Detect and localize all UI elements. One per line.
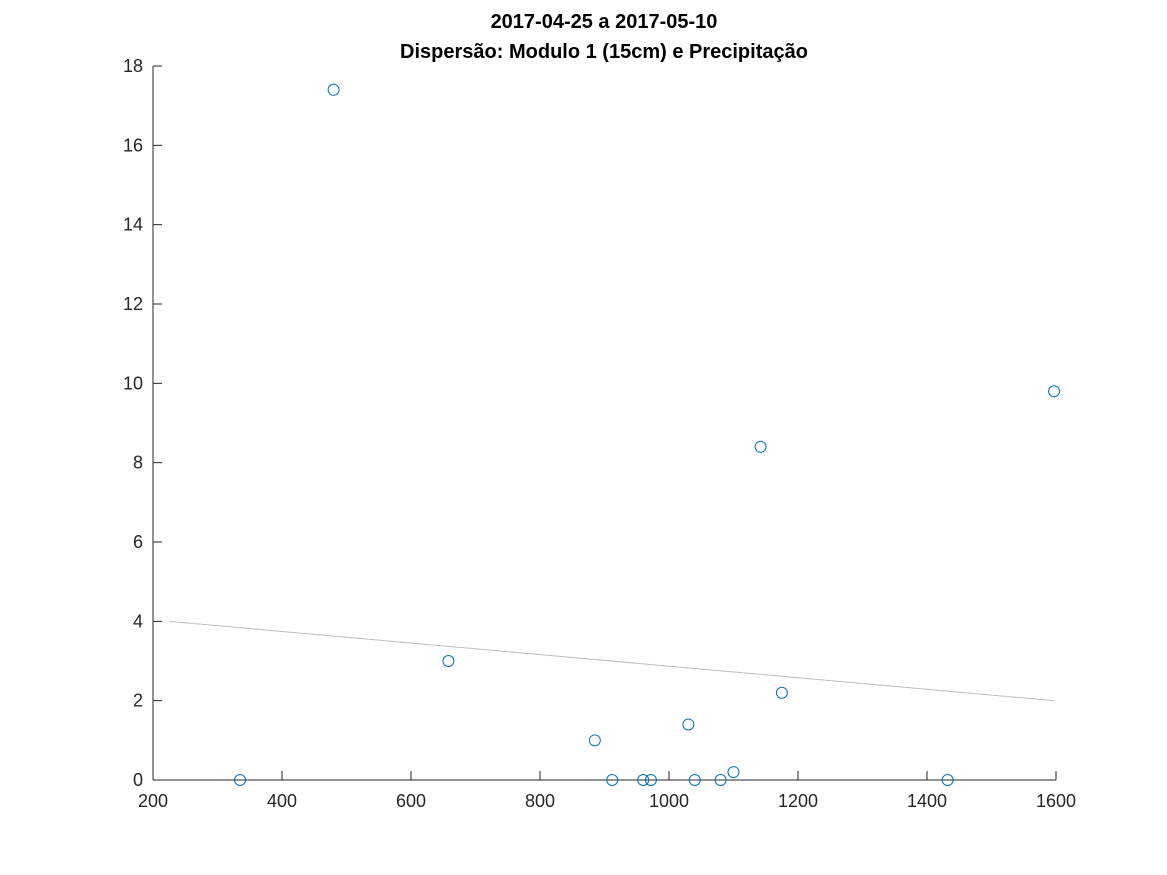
chart-subtitle: Dispersão: Modulo 1 (15cm) e Precipitaçã… bbox=[400, 41, 808, 63]
plot-area: 200 400 600 800 1000 1200 1400 1600 0 2 4 6 8 10 12 14 1… bbox=[123, 56, 1076, 811]
data-point bbox=[682, 718, 695, 731]
data-point bbox=[727, 766, 740, 779]
x-tick-label: 400 bbox=[267, 791, 297, 811]
x-tick-label: 200 bbox=[138, 791, 168, 811]
x-tick-label: 800 bbox=[525, 791, 555, 811]
data-point bbox=[606, 774, 619, 786]
x-tick-label: 1400 bbox=[907, 791, 947, 811]
data-point bbox=[754, 440, 767, 453]
x-tick-label: 600 bbox=[396, 791, 426, 811]
data-point bbox=[637, 774, 650, 786]
data-point bbox=[775, 686, 788, 699]
data-point bbox=[714, 774, 727, 786]
y-tick-label: 4 bbox=[133, 611, 143, 631]
x-tick-label: 1600 bbox=[1036, 791, 1076, 811]
x-tick-label: 1000 bbox=[649, 791, 689, 811]
y-tick-label: 16 bbox=[123, 135, 143, 155]
data-point bbox=[588, 734, 601, 747]
x-tick-label: 1200 bbox=[778, 791, 818, 811]
y-tick-label: 12 bbox=[123, 294, 143, 314]
y-tick-label: 8 bbox=[133, 453, 143, 473]
chart-title: 2017-04-25 a 2017-05-10 bbox=[491, 11, 718, 33]
y-tick-label: 18 bbox=[123, 56, 143, 76]
y-tick-label: 14 bbox=[123, 215, 143, 235]
y-tick-label: 10 bbox=[123, 373, 143, 393]
y-tick-label: 2 bbox=[133, 691, 143, 711]
data-point bbox=[644, 774, 657, 786]
data-point bbox=[1048, 385, 1061, 398]
data-point bbox=[442, 655, 455, 667]
data-point bbox=[327, 83, 340, 96]
trend-line bbox=[169, 620, 1055, 702]
y-tick-label: 6 bbox=[133, 532, 143, 552]
data-point bbox=[688, 774, 701, 786]
data-point bbox=[941, 774, 954, 786]
y-tick-label: 0 bbox=[133, 770, 143, 790]
data-point bbox=[234, 774, 247, 786]
